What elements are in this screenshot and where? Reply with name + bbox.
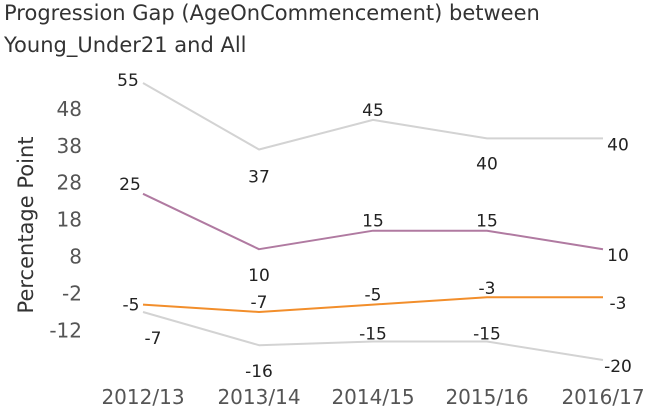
data-label-lower-grey: -7 [145, 329, 162, 349]
data-label-orange: -7 [251, 293, 268, 313]
y-tick-label: 38 [57, 134, 82, 158]
series-line-orange [142, 296, 603, 313]
x-tick-label: 2016/17 [561, 385, 644, 409]
x-tick-label: 2014/15 [331, 385, 414, 409]
data-label-upper-grey: 40 [476, 154, 498, 174]
series-group [142, 82, 604, 361]
data-label-lower-grey: -16 [245, 362, 273, 382]
data-label-upper-grey: 55 [117, 71, 139, 91]
data-label-upper-grey: 40 [607, 135, 629, 155]
y-tick-label: 18 [57, 208, 82, 232]
data-label-lower-grey: -20 [604, 357, 632, 377]
data-label-orange: -3 [479, 279, 496, 299]
y-axis-title: Percentage Point [14, 137, 38, 314]
y-axis-ticks: 48 38 28 18 8 -2 -12 [49, 97, 82, 343]
x-tick-label: 2012/13 [101, 385, 184, 409]
x-tick-label: 2015/16 [445, 385, 528, 409]
data-label-purple: 15 [476, 212, 498, 232]
y-tick-label: -2 [62, 282, 82, 306]
y-tick-label: -12 [49, 318, 82, 342]
chart-title-line1: Progression Gap (AgeOnCommencement) betw… [4, 1, 540, 25]
x-axis-ticks: 2012/13 2013/14 2014/15 2015/16 2016/17 [101, 385, 644, 409]
data-label-orange: -5 [365, 286, 382, 306]
data-label-orange: -3 [610, 294, 627, 314]
data-label-upper-grey: 37 [248, 167, 270, 187]
data-label-purple: 10 [607, 246, 629, 266]
x-tick-label: 2013/14 [217, 385, 300, 409]
series-line-purple [142, 192, 604, 251]
chart-title-line2: Young_Under21 and All [3, 33, 247, 58]
data-label-lower-grey: -15 [473, 325, 501, 345]
y-tick-label: 48 [57, 97, 82, 121]
y-tick-label: 8 [69, 245, 82, 269]
data-label-upper-grey: 45 [362, 101, 384, 121]
data-label-purple: 25 [119, 175, 141, 195]
series-line-lower-grey [142, 311, 604, 361]
series-line-upper-grey [142, 82, 603, 151]
data-label-lower-grey: -15 [359, 325, 387, 345]
data-label-purple: 10 [248, 266, 270, 286]
data-label-orange: -5 [123, 296, 140, 316]
data-label-purple: 15 [362, 212, 384, 232]
y-tick-label: 28 [57, 171, 82, 195]
